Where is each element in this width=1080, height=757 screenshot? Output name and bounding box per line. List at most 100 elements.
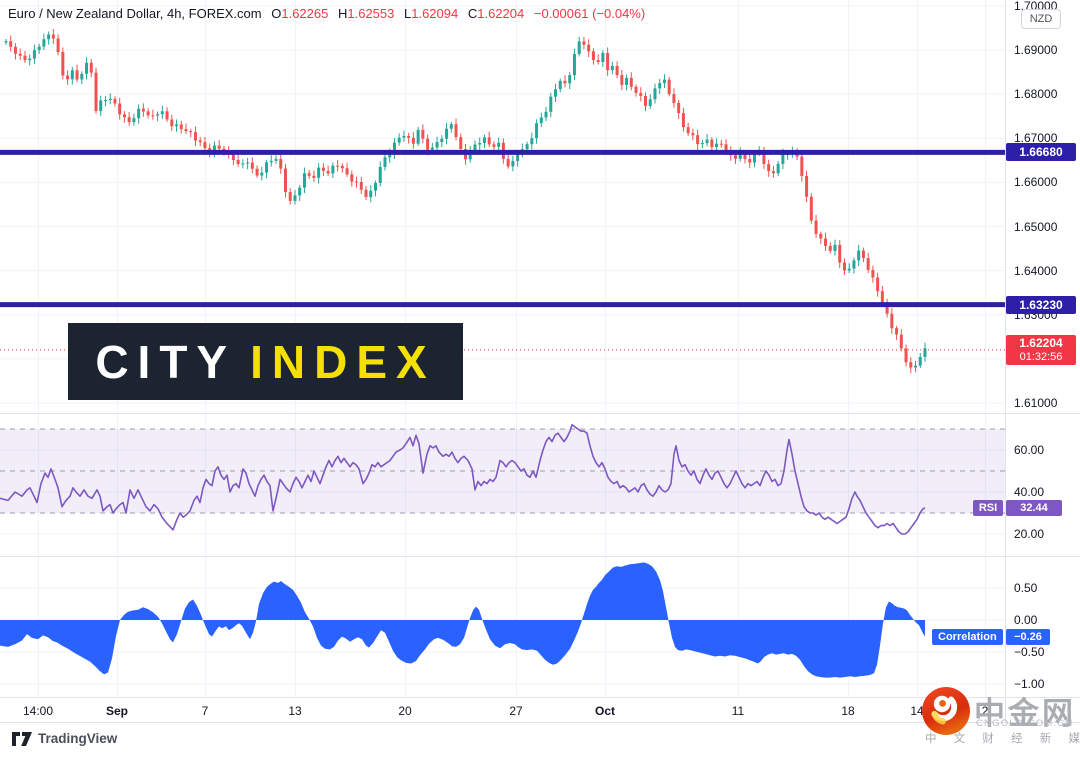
high-label: H	[337, 6, 348, 21]
candle-body	[250, 162, 254, 169]
candle-body	[677, 102, 681, 114]
price-tick-label: 1.65000	[1014, 219, 1058, 234]
candle-body	[269, 160, 273, 163]
candle-body	[198, 140, 202, 143]
candle-body	[18, 53, 22, 56]
time-tick-label: 2	[981, 704, 989, 718]
candle-body	[535, 123, 539, 139]
price-tick-label: 1.61000	[1014, 396, 1058, 410]
rsi-tick-label: 60.00	[1014, 443, 1045, 457]
candle-body	[596, 60, 600, 63]
candle-body	[719, 143, 723, 145]
candle-body	[904, 348, 908, 363]
tradingview-icon	[12, 731, 32, 746]
city-index-watermark: CITY INDEX	[68, 323, 463, 400]
bar-countdown: 01:32:56	[1019, 350, 1063, 363]
candle-body	[549, 96, 553, 112]
candle-body	[497, 142, 501, 147]
correlation-value-badge: −0.26	[1006, 628, 1050, 645]
candle-body	[203, 142, 207, 149]
symbol-header: Euro / New Zealand Dollar, 4h, FOREX.com…	[8, 6, 645, 21]
candle-body	[558, 80, 562, 90]
candle-body	[686, 127, 690, 134]
candle-body	[392, 142, 396, 154]
candle-body	[724, 144, 728, 152]
candle-body	[137, 108, 141, 119]
candle-body	[189, 131, 193, 133]
candle-body	[648, 99, 652, 106]
candle-body	[51, 34, 55, 39]
rsi-line	[0, 423, 926, 535]
correlation-tick-label: −0.50	[1014, 645, 1045, 659]
candle-body	[468, 150, 472, 160]
close-value: 1.62204	[477, 6, 525, 21]
candle-body	[113, 98, 117, 104]
candle-body	[530, 138, 534, 145]
candle-body	[165, 111, 169, 120]
candle-body	[895, 328, 899, 335]
price-tick-label: 1.68000	[1014, 87, 1058, 102]
candle-body	[430, 147, 434, 150]
candle-body	[814, 220, 818, 234]
candle-body	[260, 172, 264, 176]
candle-body	[554, 89, 558, 97]
candle-body	[364, 189, 368, 198]
candle-body	[705, 139, 709, 144]
candle-body	[56, 38, 60, 53]
candle-body	[184, 129, 188, 132]
candle-body	[37, 46, 41, 51]
candle-body	[691, 133, 695, 136]
candle-body	[241, 163, 245, 165]
candle-body	[563, 80, 567, 84]
currency-badge: NZD	[1021, 9, 1061, 29]
candle-body	[914, 365, 918, 368]
candle-body	[876, 277, 880, 292]
tradingview-label: TradingView	[38, 731, 118, 746]
symbol-title[interactable]: Euro / New Zealand Dollar, 4h, FOREX.com	[8, 6, 262, 21]
candle-body	[66, 75, 70, 80]
candle-body	[634, 86, 638, 93]
time-tick-label: Oct	[594, 704, 616, 718]
candle-body	[568, 75, 572, 84]
candle-body	[307, 173, 311, 176]
high-value: 1.62553	[347, 6, 395, 21]
candle-body	[122, 114, 126, 118]
tradingview-logo[interactable]: TradingView	[12, 731, 117, 746]
candle-body	[871, 269, 875, 278]
price-tick-label: 1.66000	[1014, 175, 1058, 190]
candle-body	[175, 124, 179, 127]
candle-body	[274, 159, 278, 161]
price-tick-label: 1.67000	[1014, 131, 1058, 146]
candle-body	[146, 111, 150, 116]
candle-body	[781, 154, 785, 164]
cngold-icon	[922, 687, 970, 735]
candle-body	[440, 138, 444, 143]
candle-body	[283, 168, 287, 193]
candle-body	[293, 195, 297, 201]
candle-body	[842, 262, 846, 271]
candle-body	[435, 142, 439, 148]
candle-body	[748, 159, 752, 163]
candle-body	[819, 233, 823, 239]
candle-body	[369, 190, 373, 198]
rsi-tick-label: 40.00	[1014, 485, 1045, 499]
candle-body	[279, 159, 283, 169]
candle-body	[312, 175, 316, 178]
candle-body	[42, 39, 46, 47]
rsi-label-badge: RSI	[973, 499, 1003, 516]
time-tick-label: 13	[288, 704, 302, 718]
candle-body	[85, 62, 89, 74]
candle-body	[824, 238, 828, 246]
candle-body	[610, 65, 614, 71]
cngold-tagline: 中 文 财 经 新 媒 体	[925, 733, 1080, 745]
candle-body	[246, 162, 250, 164]
candle-body	[160, 111, 164, 115]
candle-body	[658, 83, 662, 89]
low-value: 1.62094	[411, 6, 459, 21]
candle-body	[890, 313, 894, 329]
candle-body	[383, 157, 387, 167]
correlation-tick-label: −1.00	[1014, 677, 1045, 691]
candle-body	[700, 143, 704, 145]
candle-body	[99, 100, 103, 112]
